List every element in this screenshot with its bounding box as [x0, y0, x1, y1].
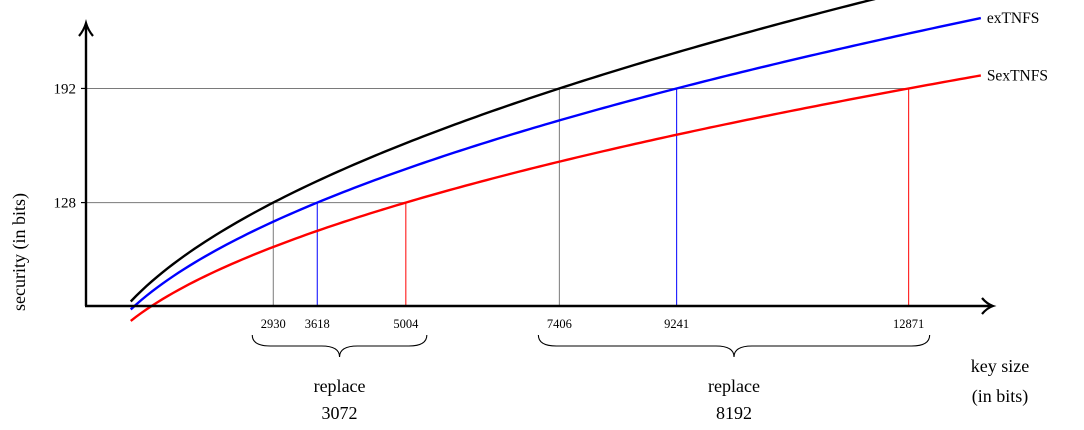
x-tick-label-5004: 5004 — [393, 317, 419, 331]
y-tick-label-192: 192 — [54, 81, 77, 97]
annotation-1-line2: 3072 — [322, 403, 358, 423]
curve-extnfs — [129, 16, 982, 311]
x-tick-label-7406: 7406 — [547, 317, 572, 331]
series-label-sextnfs: SexTNFS — [987, 67, 1048, 84]
braces: replace 3072 replace 8192 — [251, 334, 931, 423]
x-tick-label-12871: 12871 — [893, 317, 924, 331]
annotation-1-line1: replace — [314, 376, 366, 396]
x-axis-arrow-icon — [981, 297, 997, 315]
x-axis-label-line1: key size — [971, 356, 1029, 376]
brace-1 — [251, 334, 428, 358]
annotation-2-line2: 8192 — [716, 403, 752, 423]
reference-lines — [86, 87, 910, 306]
curves: NFSexTNFSSexTNFS — [129, 0, 1048, 322]
x-tick-label-3618: 3618 — [305, 317, 330, 331]
series-label-extnfs: exTNFS — [987, 10, 1040, 27]
brace-2 — [537, 334, 931, 358]
y-axis-label: security (in bits) — [9, 193, 30, 311]
y-tick-label-128: 128 — [54, 196, 77, 212]
axes — [78, 18, 997, 315]
y-axis-arrow-icon — [78, 18, 94, 37]
x-tick-label-9241: 9241 — [664, 317, 689, 331]
x-tick-label-2930: 2930 — [261, 317, 286, 331]
annotation-2-line1: replace — [708, 376, 760, 396]
ticks: 128 192 2930 3618 5004 7406 9241 12871 — [54, 81, 925, 331]
curve-nfs — [129, 0, 876, 303]
curve-sextnfs — [130, 74, 982, 322]
x-axis-label-line2: (in bits) — [972, 386, 1029, 407]
